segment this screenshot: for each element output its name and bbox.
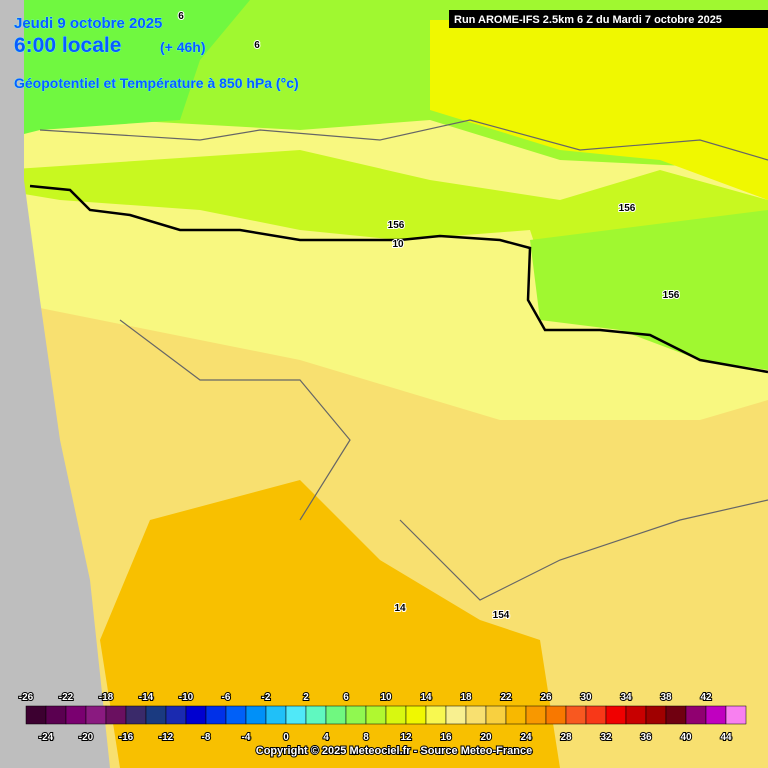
colorbar-label: -6: [222, 692, 231, 703]
run: Run AROME-IFS 2.5km 6 Z du Mardi 7 octob…: [454, 14, 722, 26]
colorbar-swatch: [285, 705, 307, 725]
colorbar-swatch: [425, 705, 447, 725]
run-box: [449, 10, 768, 28]
colorbar-swatch: [465, 705, 487, 725]
colorbar-swatch: [225, 705, 247, 725]
colorbar-swatch: [685, 705, 707, 725]
colorbar-label: -4: [242, 732, 251, 743]
colorbar-label: -20: [79, 732, 94, 743]
colorbar-label: -14: [139, 692, 154, 703]
colorbar-swatch: [665, 705, 687, 725]
colorbar-label: 22: [500, 692, 512, 703]
colorbar-label: 40: [680, 732, 692, 743]
colorbar-label: -22: [59, 692, 74, 703]
colorbar-label: -24: [39, 732, 54, 743]
colorbar-swatch: [525, 705, 547, 725]
colorbar-label: 34: [620, 692, 632, 703]
colorbar-label: -2: [262, 692, 271, 703]
colorbar-label: -10: [179, 692, 194, 703]
colorbar-label: 44: [720, 732, 732, 743]
colorbar-label: 18: [460, 692, 472, 703]
colorbar-swatch: [125, 705, 147, 725]
colorbar-swatch: [585, 705, 607, 725]
colorbar-label: 2: [303, 692, 309, 703]
zone-green-dark: [0, 0, 250, 140]
colorbar-label: 0: [283, 732, 289, 743]
colorbar-swatch: [725, 705, 747, 725]
colorbar-swatch: [405, 705, 427, 725]
contour-label: 14: [394, 603, 406, 614]
colorbar-swatch: [365, 705, 387, 725]
colorbar-swatch: [605, 705, 627, 725]
colorbar-swatch: [265, 705, 287, 725]
colorbar-label: 20: [480, 732, 492, 743]
colorbar-swatch: [645, 705, 667, 725]
colorbar-swatch: [205, 705, 227, 725]
contour-label: 156: [619, 203, 636, 214]
ocean-mask: [0, 0, 110, 768]
colorbar-swatch: [545, 705, 567, 725]
colorbar-label: 24: [520, 732, 532, 743]
contour-label: 156: [388, 220, 405, 231]
colorbar-swatch: [105, 705, 127, 725]
colorbar-swatch: [325, 705, 347, 725]
colorbar-label: 4: [323, 732, 329, 743]
colorbar-label: 10: [380, 692, 392, 703]
colorbar-label: 8: [363, 732, 369, 743]
colorbar-swatch: [245, 705, 267, 725]
contour-label: 156: [663, 290, 680, 301]
colorbar-label: 42: [700, 692, 712, 703]
colorbar-label: 16: [440, 732, 452, 743]
colorbar-label: 32: [600, 732, 612, 743]
date: Jeudi 9 octobre 2025: [14, 15, 162, 32]
contour-label: 154: [493, 610, 510, 621]
colorbar-swatch: [345, 705, 367, 725]
colorbar-swatch: [165, 705, 187, 725]
colorbar-swatch: [85, 705, 107, 725]
colorbar-swatch: [305, 705, 327, 725]
colorbar-label: 38: [660, 692, 672, 703]
colorbar-label: -8: [202, 732, 211, 743]
zone-green-e: [530, 210, 768, 370]
colorbar-swatch: [505, 705, 527, 725]
colorbar-label: -12: [159, 732, 174, 743]
colorbar-label: 28: [560, 732, 572, 743]
contour-label: 10: [392, 239, 404, 250]
borders: [39, 119, 768, 601]
colorbar-swatch: [565, 705, 587, 725]
colorbar-label: -18: [99, 692, 114, 703]
colorbar-swatch: [385, 705, 407, 725]
colorbar-label: -26: [19, 692, 34, 703]
colorbar-label: 14: [420, 692, 432, 703]
colorbar-label: 12: [400, 732, 412, 743]
colorbar-label: -16: [119, 732, 134, 743]
colorbar-swatch: [445, 705, 467, 725]
zone-yellow-ne: [430, 20, 768, 200]
colorbar-swatch: [625, 705, 647, 725]
copyright: Copyright © 2025 Meteociel.fr - Source M…: [256, 745, 532, 757]
colorbar-swatch: [485, 705, 507, 725]
colorbar-swatch: [145, 705, 167, 725]
colorbar-swatch: [25, 705, 47, 725]
field: Géopotentiel et Température à 850 hPa (°…: [14, 75, 299, 91]
lead: (+ 46h): [160, 39, 206, 55]
colorbar-swatch: [185, 705, 207, 725]
colorbar-swatch: [65, 705, 87, 725]
isotherm-10: [29, 184, 768, 374]
zone-orange: [100, 480, 560, 768]
colorbar-label: 6: [343, 692, 349, 703]
colorbar-label: 26: [540, 692, 552, 703]
colorbar-label: 30: [580, 692, 592, 703]
time: 6:00 locale: [14, 34, 121, 57]
contour-label: 6: [254, 40, 260, 51]
colorbar-swatch: [45, 705, 67, 725]
contour-label: 6: [178, 11, 184, 22]
colorbar-label: 36: [640, 732, 652, 743]
colorbar-swatch: [705, 705, 727, 725]
